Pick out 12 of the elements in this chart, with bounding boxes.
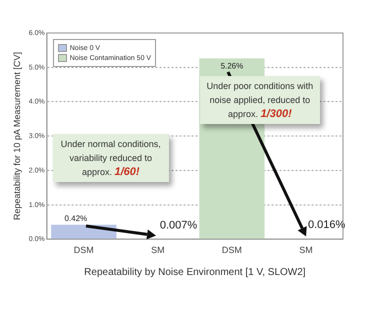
data-label: 0.007%	[160, 219, 198, 232]
y-axis-title: Repeatability for 10 pA Measurement [CV]	[12, 52, 22, 220]
x-tick-label: DSM	[74, 245, 94, 256]
data-label: 0.42%	[64, 214, 88, 223]
x-axis-title: Repeatability by Noise Environment [1 V, SLOW2]	[84, 266, 306, 278]
annotation: Under poor conditions with noise applied, reduced to approx. 1/300!	[200, 76, 320, 124]
data-label: 5.26%	[220, 62, 244, 71]
x-tick-label: SM	[151, 245, 165, 256]
annotation: Under normal conditions, variability reduced to approx. 1/60!	[52, 134, 169, 182]
x-tick-label: SM	[299, 245, 313, 256]
data-label: 0.016%	[308, 219, 346, 232]
x-tick-label: DSM	[222, 245, 242, 256]
